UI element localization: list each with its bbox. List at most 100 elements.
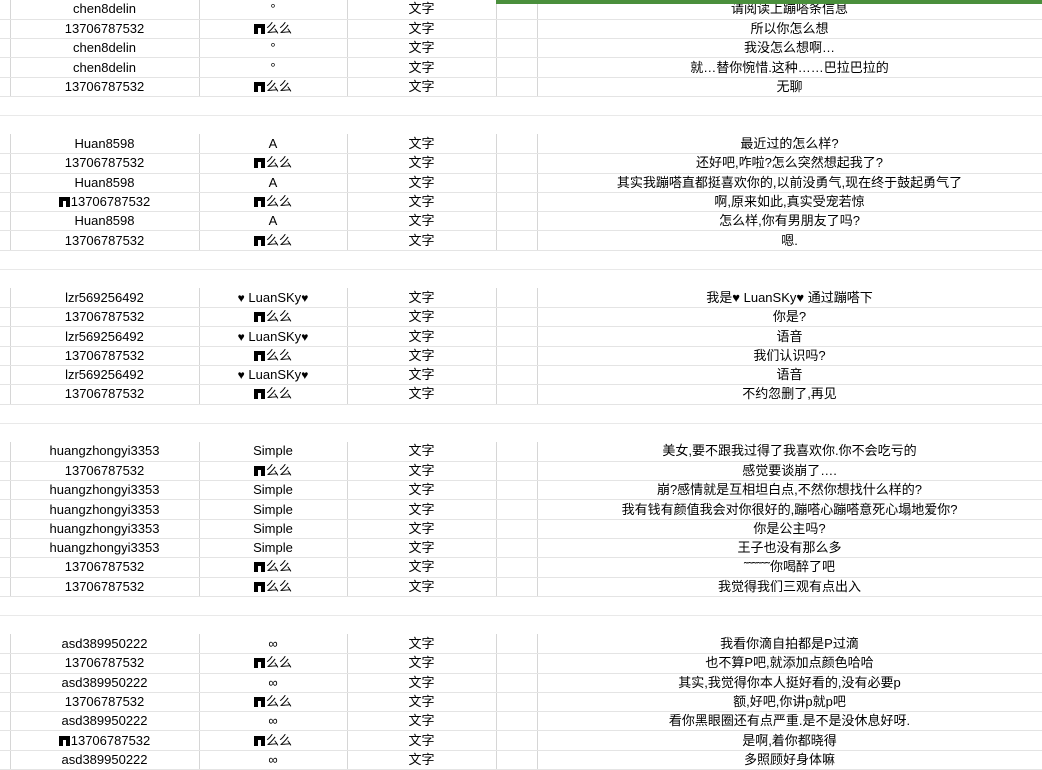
cell-message-type[interactable]: 文字 [347, 38, 497, 59]
cell-nickname[interactable]: 么么 [199, 230, 348, 251]
cell-account[interactable]: Huan8598 [10, 134, 200, 155]
blank-cell-gutter[interactable] [0, 596, 10, 616]
blank-cell-pad[interactable] [496, 404, 537, 424]
blank-cell-type[interactable] [347, 423, 496, 442]
cell-spacer[interactable] [496, 38, 538, 59]
blank-cell-gutter[interactable] [0, 96, 10, 116]
cell-message-type[interactable]: 文字 [347, 0, 497, 20]
cell-account[interactable]: huangzhongyi3353 [10, 480, 200, 501]
cell-spacer[interactable] [496, 634, 538, 655]
row-gutter[interactable] [0, 173, 11, 193]
row-gutter[interactable] [0, 711, 11, 732]
cell-spacer[interactable] [496, 346, 538, 366]
cell-message-type[interactable]: 文字 [347, 538, 497, 559]
cell-nickname[interactable]: ∞ [199, 711, 348, 732]
table-row[interactable]: 13706787532 么么 文字 嗯. [0, 230, 1042, 251]
table-row[interactable]: lzr569256492 ♥ LuanSKy♥ 文字 语音 [0, 326, 1042, 347]
cell-nickname[interactable]: 么么 [199, 461, 348, 482]
cell-message-text[interactable]: 我看你滴自拍都是P过滴 [537, 634, 1042, 655]
cell-message-type[interactable]: 文字 [347, 173, 497, 193]
cell-account[interactable]: 13706787532 [10, 77, 200, 97]
blank-cell-message[interactable] [537, 250, 1042, 270]
blank-cell-account[interactable] [10, 96, 199, 116]
cell-spacer[interactable] [496, 307, 538, 328]
cell-message-text[interactable]: 无聊 [537, 77, 1042, 97]
cell-message-type[interactable]: 文字 [347, 673, 497, 693]
row-gutter[interactable] [0, 288, 11, 309]
cell-spacer[interactable] [496, 730, 538, 751]
cell-message-text[interactable]: 就…替你惋惜.这种……巴拉巴拉的 [537, 57, 1042, 78]
row-gutter[interactable] [0, 134, 11, 155]
cell-message-type[interactable]: 文字 [347, 326, 497, 347]
cell-message-text[interactable]: 崩?感情就是互相坦白点,不然你想找什么样的? [537, 480, 1042, 501]
blank-cell-gutter[interactable] [0, 250, 10, 270]
cell-message-type[interactable]: 文字 [347, 307, 497, 328]
blank-cell-type[interactable] [347, 250, 496, 270]
table-row[interactable]: huangzhongyi3353 Simple 文字 王子也没有那么多 [0, 538, 1042, 559]
blank-cell-type[interactable] [347, 269, 496, 288]
blank-cell-message[interactable] [537, 596, 1042, 616]
row-gutter[interactable] [0, 346, 11, 366]
cell-message-text[interactable]: 所以你怎么想 [537, 19, 1042, 40]
cell-nickname[interactable]: ♥ LuanSKy♥ [199, 365, 348, 386]
cell-message-text[interactable]: 也不算P吧,就添加点颜色哈哈 [537, 653, 1042, 674]
cell-account[interactable]: 13706787532 [10, 192, 200, 213]
cell-message-text[interactable]: 感觉要谈崩了…. [537, 461, 1042, 482]
cell-account[interactable]: lzr569256492 [10, 365, 200, 386]
cell-message-text[interactable]: 其实,我觉得你本人挺好看的,没有必要p [537, 673, 1042, 693]
cell-message-type[interactable]: 文字 [347, 442, 497, 462]
table-row[interactable]: huangzhongyi3353 Simple 文字 我有钱有颜值我会对你很好的,蹦… [0, 499, 1042, 520]
cell-message-text[interactable]: 我觉得我们三观有点出入 [537, 577, 1042, 597]
cell-account[interactable]: huangzhongyi3353 [10, 538, 200, 559]
cell-message-text[interactable]: 我没怎么想啊… [537, 38, 1042, 59]
blank-cell-type[interactable] [347, 404, 496, 424]
blank-cell-type[interactable] [347, 615, 496, 634]
cell-message-type[interactable]: 文字 [347, 230, 497, 251]
blank-cell-gutter[interactable] [0, 423, 10, 443]
cell-spacer[interactable] [496, 134, 538, 155]
cell-account[interactable]: 13706787532 [10, 153, 200, 174]
cell-account[interactable]: 13706787532 [10, 692, 200, 713]
cell-nickname[interactable]: ° [199, 0, 348, 20]
blank-cell-type[interactable] [347, 596, 496, 616]
cell-account[interactable]: 13706787532 [10, 307, 200, 328]
row-gutter[interactable] [0, 750, 11, 770]
blank-cell-account[interactable] [10, 615, 199, 634]
cell-nickname[interactable]: 么么 [199, 653, 348, 674]
row-gutter[interactable] [0, 153, 11, 174]
table-row[interactable]: 13706787532 么么 文字 不约忽删了,再见 [0, 384, 1042, 405]
row-gutter[interactable] [0, 692, 11, 713]
cell-nickname[interactable]: ° [199, 57, 348, 78]
cell-nickname[interactable]: 么么 [199, 557, 348, 578]
cell-message-text[interactable]: 怎么样,你有男朋友了吗? [537, 211, 1042, 232]
cell-nickname[interactable]: 么么 [199, 153, 348, 174]
table-row[interactable]: 13706787532 么么 文字 ˜˜˜˜˜˜你喝醉了吧 [0, 557, 1042, 578]
blank-cell-message[interactable] [537, 115, 1042, 134]
cell-nickname[interactable]: 么么 [199, 692, 348, 713]
cell-message-type[interactable]: 文字 [347, 192, 497, 213]
cell-message-type[interactable]: 文字 [347, 730, 497, 751]
row-gutter[interactable] [0, 57, 11, 78]
blank-cell-type[interactable] [347, 96, 496, 116]
cell-message-type[interactable]: 文字 [347, 288, 497, 309]
cell-nickname[interactable]: 么么 [199, 346, 348, 366]
cell-spacer[interactable] [496, 538, 538, 559]
cell-nickname[interactable]: ∞ [199, 673, 348, 693]
cell-spacer[interactable] [496, 499, 538, 520]
cell-nickname[interactable]: Simple [199, 442, 348, 462]
cell-spacer[interactable] [496, 673, 538, 693]
cell-nickname[interactable]: 么么 [199, 384, 348, 405]
cell-message-type[interactable]: 文字 [347, 519, 497, 540]
cell-account[interactable]: huangzhongyi3353 [10, 499, 200, 520]
row-gutter[interactable] [0, 499, 11, 520]
cell-nickname[interactable]: A [199, 134, 348, 155]
cell-nickname[interactable]: 么么 [199, 77, 348, 97]
cell-message-text[interactable]: 你是? [537, 307, 1042, 328]
table-row[interactable]: Huan8598 A 文字 其实我蹦嗒直都挺喜欢你的,以前没勇气,现在终于鼓起勇气了 [0, 173, 1042, 193]
table-row[interactable]: asd389950222 ∞ 文字 我看你滴自拍都是P过滴 [0, 634, 1042, 655]
blank-cell-nick[interactable] [199, 423, 347, 442]
cell-message-type[interactable]: 文字 [347, 692, 497, 713]
row-gutter[interactable] [0, 557, 11, 578]
row-gutter[interactable] [0, 577, 11, 597]
